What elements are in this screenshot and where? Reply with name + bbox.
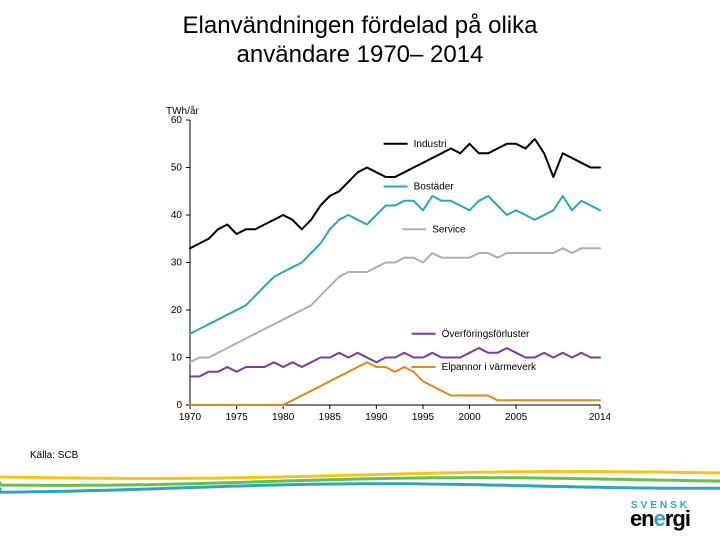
series-label-Bostäder: Bostäder xyxy=(414,182,455,193)
source-label: Källa: SCB xyxy=(30,450,78,461)
series-label-Industri: Industri xyxy=(414,139,447,150)
svg-text:2005: 2005 xyxy=(505,412,528,423)
svg-text:TWh/år: TWh/år xyxy=(166,105,199,117)
series-label-Elpannor i värmeverk: Elpannor i värmeverk xyxy=(442,362,537,373)
series-Service xyxy=(190,248,600,362)
svg-text:20: 20 xyxy=(171,305,183,316)
svg-text:30: 30 xyxy=(171,258,183,269)
logo-dot: e xyxy=(654,506,665,531)
svg-text:1990: 1990 xyxy=(365,412,388,423)
svg-text:2014: 2014 xyxy=(589,412,610,423)
svg-text:40: 40 xyxy=(171,210,183,221)
series-label-Överföringsförluster: Överföringsförluster xyxy=(442,328,530,340)
svg-text:1975: 1975 xyxy=(225,412,248,423)
svg-text:0: 0 xyxy=(176,400,182,411)
series-Industri xyxy=(190,139,600,248)
svg-text:1985: 1985 xyxy=(319,412,342,423)
chart-svg: 0102030405060TWh/år197019751980198519901… xyxy=(150,100,610,430)
footer-wave xyxy=(0,472,720,479)
svg-text:1970: 1970 xyxy=(179,412,202,423)
svg-text:1995: 1995 xyxy=(412,412,435,423)
title-line-1: Elanvändningen fördelad på olika xyxy=(183,12,538,39)
logo-pre: en xyxy=(630,506,654,531)
title-line-2: användare 1970– 2014 xyxy=(237,41,484,68)
brand-logo: SVENSK energi xyxy=(630,502,690,528)
footer-waves xyxy=(0,470,720,500)
line-chart: 0102030405060TWh/år197019751980198519901… xyxy=(150,100,610,430)
series-label-Service: Service xyxy=(432,224,466,235)
svg-text:10: 10 xyxy=(171,353,183,364)
series-Bostäder xyxy=(190,196,600,334)
series-Elpannor i värmeverk xyxy=(190,362,600,405)
logo-line-2: energi xyxy=(630,510,690,528)
footer-svg xyxy=(0,470,720,500)
svg-text:1980: 1980 xyxy=(272,412,295,423)
svg-text:50: 50 xyxy=(171,163,183,174)
slide-title: Elanvändningen fördelad på olika använda… xyxy=(0,12,720,70)
svg-text:2000: 2000 xyxy=(458,412,481,423)
logo-post: rgi xyxy=(665,506,690,531)
slide-root: { "title_line1": "Elanvändningen fördela… xyxy=(0,0,720,540)
